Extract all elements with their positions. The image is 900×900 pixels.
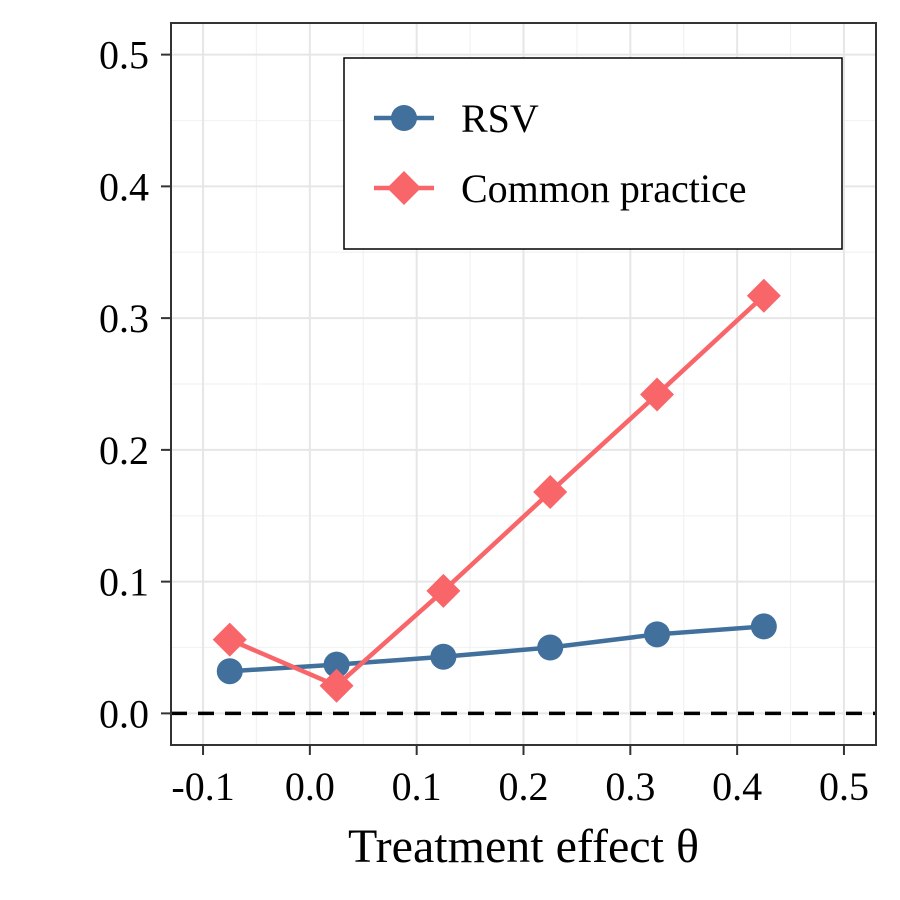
legend-label: RSV [461,96,539,141]
x-tick-label: 0.2 [499,764,549,809]
series-rsv [216,613,777,685]
y-tick-label: 0.2 [99,428,149,473]
legend-marker [391,105,417,131]
x-tick-label: 0.4 [712,764,762,809]
series-line [228,294,766,688]
legend-item: RSV [374,96,539,141]
x-tick-label: 0.0 [285,764,335,809]
data-point [640,377,675,412]
series-layer [212,278,781,703]
data-point [533,475,568,510]
axis-ticks [161,53,845,755]
x-tick-label: 0.1 [392,764,442,809]
y-tick-label: 0.3 [99,296,149,341]
legend-item: Common practice [374,166,746,211]
data-point [430,643,457,670]
x-axis-title: Treatment effect θ [348,820,699,873]
data-point [750,613,777,640]
series-line [229,624,765,674]
data-point [216,658,243,685]
data-point [319,668,354,703]
x-tick-labels: -0.1 0.0 0.1 0.2 0.3 0.4 0.5 [171,764,869,809]
legend-label: Common practice [461,166,746,211]
y-tick-label: 0.1 [99,560,149,605]
data-point [644,621,671,648]
y-tick-label: 0.5 [99,33,149,78]
y-tick-label: 0.0 [99,691,149,736]
data-point [537,634,564,661]
legend-marker [387,171,421,205]
x-tick-label: 0.3 [605,764,655,809]
y-tick-labels: 0.0 0.1 0.2 0.3 0.4 0.5 [99,33,149,737]
data-point [212,622,247,657]
data-point [426,573,461,608]
y-tick-label: 0.4 [99,164,149,209]
data-point [323,651,350,678]
data-point [746,278,781,313]
x-tick-label: 0.5 [819,764,869,809]
legend: RSV Common practice [343,57,843,250]
x-tick-label: -0.1 [171,764,234,809]
series-common-practice [212,278,781,703]
legend-box [343,57,843,250]
